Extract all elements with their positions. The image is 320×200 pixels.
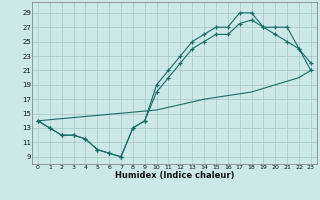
X-axis label: Humidex (Indice chaleur): Humidex (Indice chaleur) xyxy=(115,171,234,180)
